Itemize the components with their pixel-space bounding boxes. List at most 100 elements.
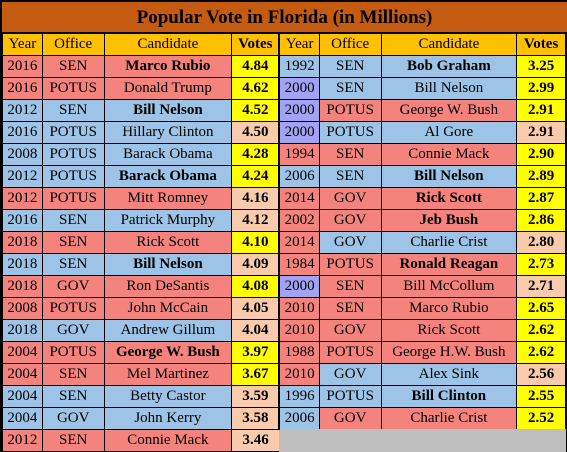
votes-cell: 4.28 — [231, 143, 280, 166]
office-cell: POTUS — [41, 297, 105, 320]
year-cell: 2000 — [278, 77, 320, 100]
candidate-cell: John McCain — [103, 297, 233, 320]
year-cell: 2018 — [2, 253, 43, 276]
year-cell: 2016 — [2, 55, 43, 78]
vote-table: Year Office Candidate Votes Year Office … — [2, 33, 566, 452]
header-year: Year — [2, 33, 43, 56]
candidate-cell: Charlie Crist — [380, 231, 518, 254]
votes-cell: 4.05 — [231, 297, 280, 320]
candidate-cell: Ronald Reagan — [380, 253, 518, 276]
year-cell: 1988 — [278, 341, 320, 364]
votes-cell: 3.59 — [231, 385, 280, 408]
office-cell: GOV — [318, 231, 382, 254]
candidate-cell: Charlie Crist — [380, 407, 518, 430]
year-cell: 2014 — [278, 187, 320, 210]
candidate-cell: Bill McCollum — [380, 275, 518, 298]
votes-cell: 2.91 — [516, 99, 566, 122]
empty-cell — [278, 429, 320, 452]
candidate-cell: Connie Mack — [380, 143, 518, 166]
office-cell: SEN — [318, 77, 382, 100]
votes-cell: 2.56 — [516, 363, 566, 386]
header-office: Office — [41, 33, 105, 56]
votes-cell: 2.62 — [516, 319, 566, 342]
candidate-cell: Ron DeSantis — [103, 275, 233, 298]
table-row: 2012 POTUS Barack Obama 4.24 2006 SEN Bill Nel… — [2, 165, 566, 188]
table-body: 2016 SEN Marco Rubio 4.84 1992 SEN Bob Graham 3… — [2, 55, 566, 452]
header-votes: Votes — [516, 33, 566, 56]
votes-cell: 2.99 — [516, 77, 566, 100]
office-cell: SEN — [318, 165, 382, 188]
office-cell: POTUS — [41, 121, 105, 144]
year-cell: 1994 — [278, 143, 320, 166]
candidate-cell: Rick Scott — [380, 187, 518, 210]
table-row: 2008 POTUS John McCain 4.05 2010 SEN Marco Rub… — [2, 297, 566, 320]
votes-cell: 2.91 — [516, 121, 566, 144]
table-row: 2016 POTUS Donald Trump 4.62 2000 SEN Bill Nel… — [2, 77, 566, 100]
votes-cell: 4.84 — [231, 55, 280, 78]
candidate-cell: Marco Rubio — [103, 55, 233, 78]
office-cell: GOV — [41, 407, 105, 430]
year-cell: 1984 — [278, 253, 320, 276]
office-cell: SEN — [41, 363, 105, 386]
table-row: 2012 SEN Bill Nelson 4.52 2000 POTUS George W.… — [2, 99, 566, 122]
year-cell: 2004 — [2, 385, 43, 408]
votes-cell: 4.50 — [231, 121, 280, 144]
table-row: 2012 SEN Connie Mack 3.46 — [2, 429, 566, 452]
votes-cell: 2.89 — [516, 165, 566, 188]
votes-cell: 2.62 — [516, 341, 566, 364]
year-cell: 2012 — [2, 187, 43, 210]
year-cell: 2010 — [278, 319, 320, 342]
office-cell: SEN — [318, 55, 382, 78]
empty-cell — [516, 429, 566, 452]
votes-cell: 4.09 — [231, 253, 280, 276]
table-row: 2004 POTUS George W. Bush 3.97 1988 POTUS Geor… — [2, 341, 566, 364]
year-cell: 2004 — [2, 341, 43, 364]
table-row: 2018 GOV Ron DeSantis 4.08 2000 SEN Bill McCol… — [2, 275, 566, 298]
votes-cell: 2.52 — [516, 407, 566, 430]
year-cell: 2000 — [278, 275, 320, 298]
year-cell: 2012 — [2, 429, 43, 452]
votes-cell: 4.10 — [231, 231, 280, 254]
votes-cell: 3.25 — [516, 55, 566, 78]
office-cell: POTUS — [41, 341, 105, 364]
year-cell: 1992 — [278, 55, 320, 78]
candidate-cell: Jeb Bush — [380, 209, 518, 232]
year-cell: 2012 — [2, 99, 43, 122]
office-cell: POTUS — [41, 77, 105, 100]
year-cell: 1996 — [278, 385, 320, 408]
candidate-cell: George W. Bush — [103, 341, 233, 364]
votes-cell: 4.16 — [231, 187, 280, 210]
header-row: Year Office Candidate Votes Year Office … — [2, 33, 566, 56]
table-row: 2018 SEN Bill Nelson 4.09 1984 POTUS Ronald Re… — [2, 253, 566, 276]
table-row: 2016 SEN Patrick Murphy 4.12 2002 GOV Jeb Bush… — [2, 209, 566, 232]
office-cell: SEN — [318, 275, 382, 298]
votes-cell: 2.55 — [516, 385, 566, 408]
candidate-cell: Bill Nelson — [103, 99, 233, 122]
candidate-cell: Donald Trump — [103, 77, 233, 100]
office-cell: SEN — [41, 209, 105, 232]
header-votes: Votes — [231, 33, 280, 56]
year-cell: 2018 — [2, 275, 43, 298]
candidate-cell: Bill Clinton — [380, 385, 518, 408]
year-cell: 2008 — [2, 143, 43, 166]
year-cell: 2012 — [2, 165, 43, 188]
empty-cell — [318, 429, 382, 452]
office-cell: GOV — [318, 319, 382, 342]
table-title: Popular Vote in Florida (in Millions) — [2, 2, 567, 32]
header-candidate: Candidate — [103, 33, 233, 56]
votes-cell: 3.46 — [231, 429, 280, 452]
year-cell: 2010 — [278, 363, 320, 386]
candidate-cell: Marco Rubio — [380, 297, 518, 320]
office-cell: GOV — [41, 275, 105, 298]
office-cell: GOV — [41, 319, 105, 342]
office-cell: SEN — [41, 429, 105, 452]
year-cell: 2006 — [278, 407, 320, 430]
votes-cell: 2.87 — [516, 187, 566, 210]
votes-cell: 2.71 — [516, 275, 566, 298]
year-cell: 2018 — [2, 319, 43, 342]
office-cell: GOV — [318, 187, 382, 210]
votes-cell: 2.90 — [516, 143, 566, 166]
office-cell: SEN — [41, 385, 105, 408]
year-cell: 2000 — [278, 121, 320, 144]
